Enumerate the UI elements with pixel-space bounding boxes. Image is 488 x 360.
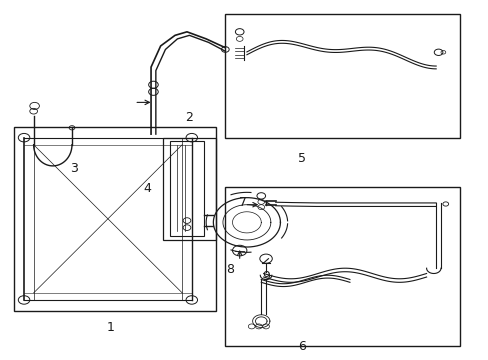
Text: 6: 6 — [298, 340, 305, 353]
Bar — [225, 187, 459, 346]
Text: 9: 9 — [262, 270, 269, 283]
Bar — [15, 127, 215, 311]
Text: 8: 8 — [225, 263, 234, 276]
Bar — [163, 138, 215, 240]
Text: 5: 5 — [297, 152, 305, 165]
Text: 3: 3 — [69, 162, 77, 175]
Bar — [225, 14, 459, 138]
Text: 4: 4 — [143, 182, 151, 195]
Text: 2: 2 — [185, 111, 193, 123]
Text: 7: 7 — [239, 197, 246, 210]
Text: 1: 1 — [106, 321, 114, 334]
Bar — [170, 141, 203, 237]
